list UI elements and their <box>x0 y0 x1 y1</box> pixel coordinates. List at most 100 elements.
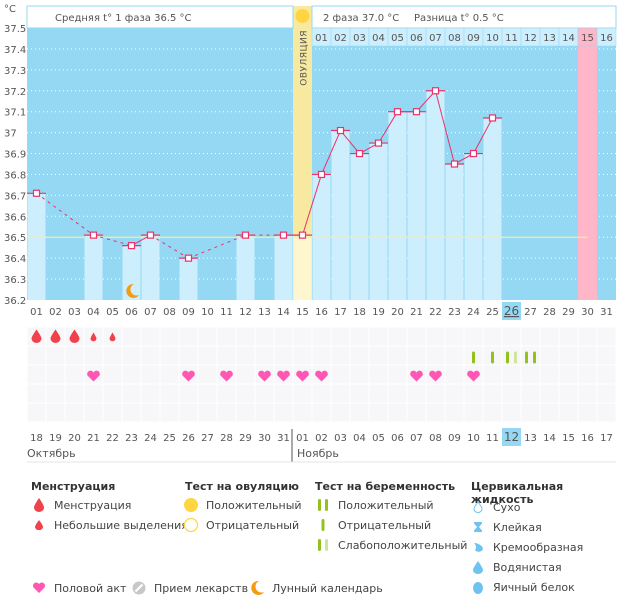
event-cell <box>103 384 122 403</box>
cycle-day-label: 22 <box>429 307 442 318</box>
temp-point <box>488 114 497 122</box>
calendar-date-label: 29 <box>239 433 252 444</box>
event-cell <box>122 403 141 422</box>
event-cell <box>103 346 122 365</box>
drop-heavy-icon <box>28 498 50 512</box>
post-ov-day-label: 14 <box>562 33 575 44</box>
legend-item-intercourse: Половой акт <box>28 580 126 596</box>
event-cell <box>198 384 217 403</box>
event-cell <box>540 403 559 422</box>
calendar-date-label: 31 <box>277 433 290 444</box>
legend-item-ov-negative: Отрицательный <box>180 517 299 533</box>
event-cell <box>350 327 369 346</box>
cycle-day-label: 03 <box>68 307 81 318</box>
post-ov-day-label: 08 <box>448 33 461 44</box>
temp-point <box>336 126 345 135</box>
cycle-day-label: 17 <box>334 307 347 318</box>
event-cell <box>274 403 293 422</box>
legend-item-cf-eggwhite: Яичный белок <box>467 579 575 595</box>
event-cell <box>597 327 616 346</box>
temp-bar <box>122 245 141 300</box>
event-cell <box>198 346 217 365</box>
temp-point <box>393 108 402 116</box>
cycle-day-label: 13 <box>258 307 271 318</box>
hourglass-icon <box>467 521 489 533</box>
event-cell <box>293 384 312 403</box>
bbt-chart: Средняя t° 1 фаза 36.5 °C 2 фаза 37.0 °C Р… <box>4 4 617 463</box>
calendar-date-label: 15 <box>562 433 575 444</box>
calendar-date-label: 21 <box>87 433 100 444</box>
sun-filled-icon <box>180 497 202 513</box>
event-cell <box>46 384 65 403</box>
cycle-day-label: 06 <box>125 307 138 318</box>
event-cell <box>426 403 445 422</box>
calendar-date-label: 04 <box>353 433 366 444</box>
y-tick-label: 36.6 <box>4 212 26 223</box>
event-cell <box>502 403 521 422</box>
event-cell <box>141 365 160 384</box>
legend-item-preg-negative: Отрицательный <box>312 517 431 533</box>
event-cell <box>331 327 350 346</box>
event-cell <box>578 365 597 384</box>
temp-bar <box>426 90 445 301</box>
y-tick-label: 37 <box>4 129 17 140</box>
event-cell <box>331 346 350 365</box>
temp-bar <box>464 153 483 300</box>
event-cell <box>217 346 236 365</box>
temp-bar <box>483 117 502 300</box>
cycle-day-label: 18 <box>353 307 366 318</box>
temp-line-segment <box>473 117 493 154</box>
event-cell <box>388 365 407 384</box>
event-cell <box>407 346 426 365</box>
event-cell <box>84 346 103 365</box>
legend-label: Кремообразная <box>493 540 584 554</box>
legend-item-cf-creamy: Кремообразная <box>467 539 583 555</box>
cycle-day-label: 04 <box>87 307 100 318</box>
event-cell <box>46 365 65 384</box>
event-cell <box>27 403 46 422</box>
event-cell <box>407 384 426 403</box>
post-ov-day-cell <box>596 27 617 47</box>
temp-bar <box>84 235 103 300</box>
event-cell <box>540 346 559 365</box>
calendar-date-label: 09 <box>448 433 461 444</box>
event-cell <box>236 327 255 346</box>
calendar-date-label: 05 <box>372 433 385 444</box>
event-cell <box>331 403 350 422</box>
temp-line-segment <box>340 130 360 154</box>
event-cell <box>350 403 369 422</box>
temp-bar <box>331 130 350 300</box>
test-negative-icon <box>312 518 334 532</box>
temp-point <box>317 170 326 179</box>
temp-point <box>450 160 459 168</box>
event-cell <box>483 384 502 403</box>
temp-point <box>374 139 383 147</box>
calendar-date-label: 17 <box>600 433 613 444</box>
event-cell <box>255 403 274 422</box>
post-ov-day-label: 07 <box>429 33 442 44</box>
event-cell <box>350 365 369 384</box>
legend-title-menstruation: Менструация <box>31 480 116 493</box>
cycle-day-label: 15 <box>296 307 309 318</box>
calendar-date-label: 26 <box>182 433 195 444</box>
legend-label: Отрицательный <box>338 518 432 532</box>
cycle-day-label: 23 <box>448 307 461 318</box>
event-cell <box>426 346 445 365</box>
event-cell <box>331 384 350 403</box>
cycle-day-label: 28 <box>543 307 556 318</box>
menstruation-heavy-icon <box>69 329 80 343</box>
header-phase1-box <box>26 5 294 29</box>
event-cell <box>312 327 331 346</box>
pregnancy-test-negative-icon <box>472 351 475 364</box>
calendar-date-label: 06 <box>391 433 404 444</box>
legend-label: Слабоположительный <box>338 538 468 552</box>
event-cell <box>160 384 179 403</box>
event-cell <box>27 365 46 384</box>
event-cell <box>141 384 160 403</box>
calendar-date-label: 02 <box>315 433 328 444</box>
event-cell <box>559 365 578 384</box>
y-tick-label: 37.5 <box>4 24 26 35</box>
event-cell <box>160 327 179 346</box>
calendar-date-label: 18 <box>30 433 43 444</box>
event-cell <box>369 403 388 422</box>
